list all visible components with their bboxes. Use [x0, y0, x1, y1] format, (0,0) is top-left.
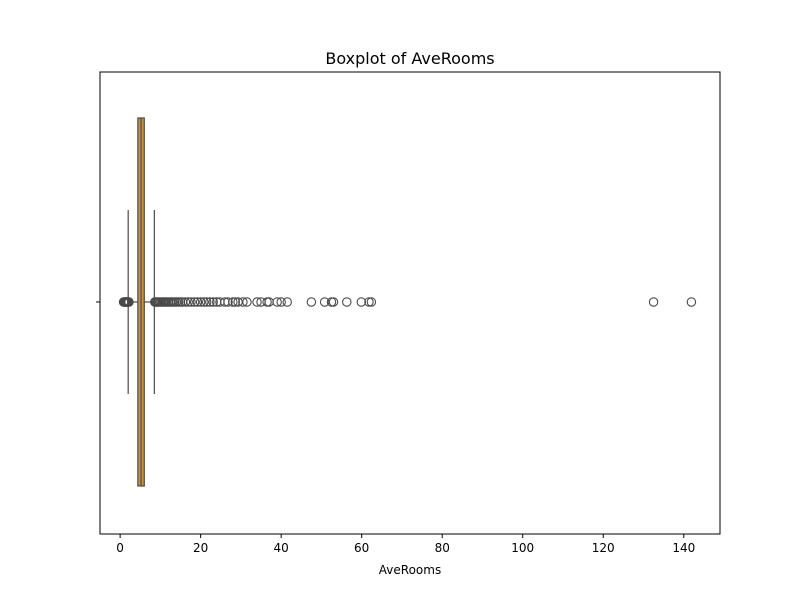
x-tick-label: 140 — [672, 541, 695, 555]
outlier-point — [306, 297, 317, 307]
outlier-point — [264, 297, 274, 307]
x-axis: 0 20 40 60 80 100 120 140 — [116, 534, 695, 555]
x-tick-label: 80 — [435, 541, 450, 555]
outlier-point — [238, 297, 248, 307]
outliers — [118, 297, 697, 307]
outlier-point — [201, 297, 212, 307]
outlier-point — [124, 297, 134, 307]
x-tick-label: 0 — [116, 541, 124, 555]
outlier-point — [242, 297, 252, 307]
outlier-point — [223, 297, 233, 307]
x-tick-label: 60 — [354, 541, 369, 555]
outlier-point — [342, 297, 352, 307]
outlier-point — [230, 297, 241, 307]
outlier-point — [276, 297, 286, 307]
outlier-point — [199, 297, 209, 307]
outlier-point — [208, 297, 218, 307]
outlier-point — [228, 297, 238, 307]
x-axis-label: AveRooms — [379, 563, 441, 577]
plot-area — [99, 71, 721, 535]
outlier-point — [186, 297, 196, 307]
outlier-point — [262, 297, 272, 307]
outlier-point — [205, 297, 215, 307]
outlier-point — [366, 297, 377, 307]
outlier-point — [192, 297, 203, 307]
outlier-point — [272, 297, 282, 307]
outlier-point — [189, 297, 200, 307]
outlier-point — [252, 297, 262, 307]
outlier-point — [328, 297, 339, 307]
outlier-point — [282, 297, 292, 307]
x-tick-label: 20 — [193, 541, 208, 555]
outlier-point — [195, 297, 206, 307]
outlier-point — [648, 297, 659, 307]
x-tick-label: 100 — [511, 541, 534, 555]
outlier-point — [686, 297, 697, 307]
chart-title: Boxplot of AveRooms — [325, 49, 494, 68]
box — [137, 117, 145, 487]
outlier-point — [180, 297, 191, 307]
x-tick-label: 40 — [274, 541, 289, 555]
outlier-point — [356, 297, 367, 307]
outlier-point — [183, 297, 193, 307]
outlier-point — [364, 297, 374, 307]
x-tick-label: 120 — [592, 541, 615, 555]
